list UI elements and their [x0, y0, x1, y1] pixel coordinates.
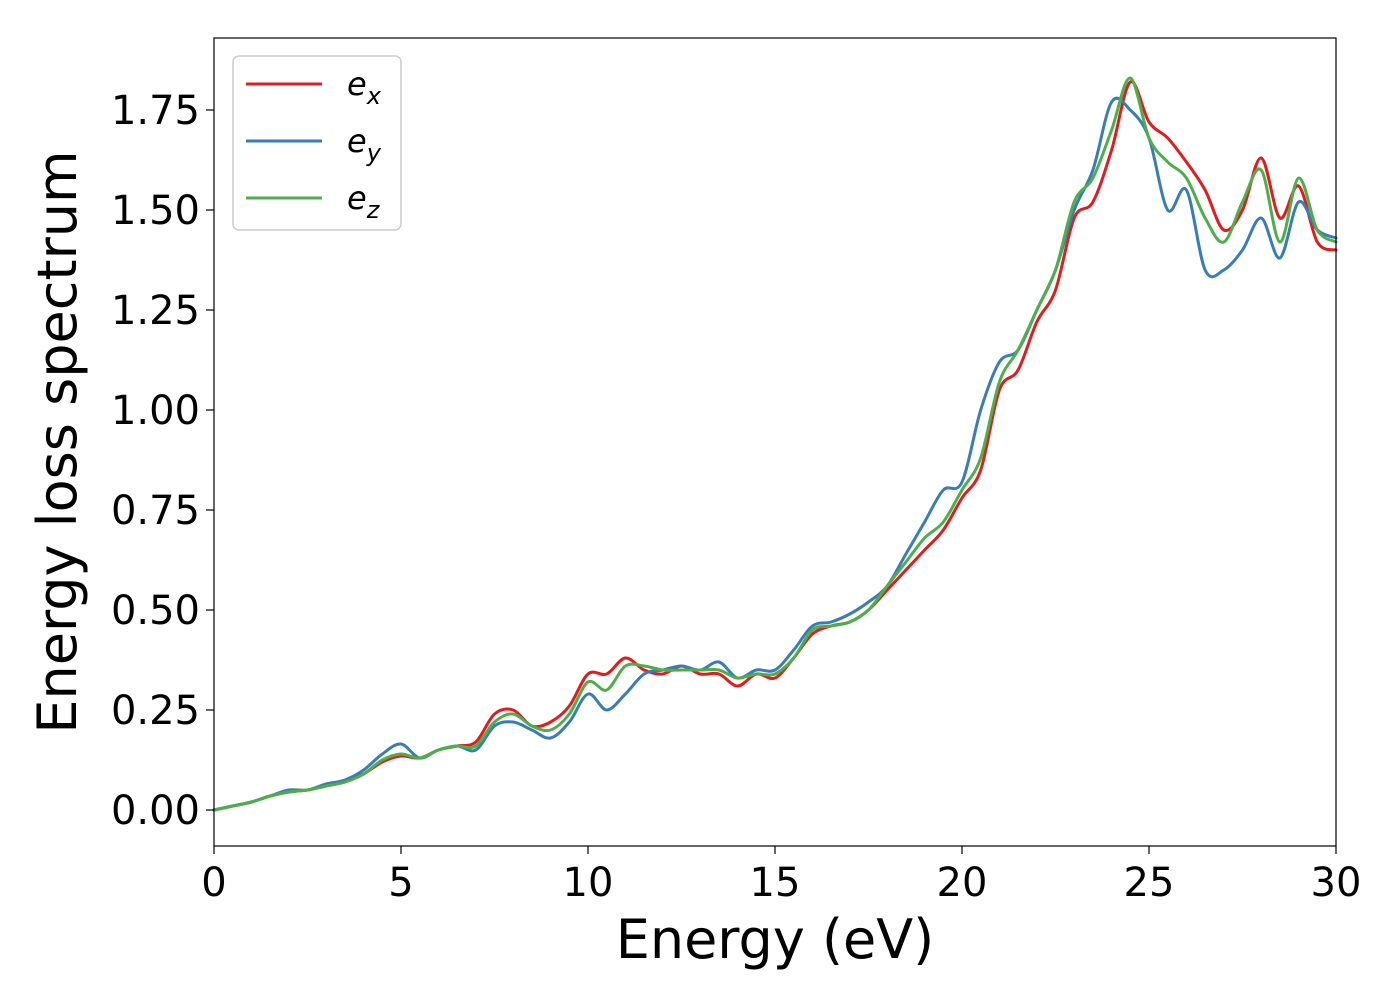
- x-axis-label: Energy (eV): [616, 908, 935, 971]
- y-tick-label: 1.25: [111, 288, 200, 334]
- x-tick-label: 10: [563, 860, 614, 906]
- y-tick-label: 1.00: [111, 388, 200, 434]
- legend-box: [232, 55, 402, 231]
- y-tick-label: 1.50: [111, 188, 200, 234]
- y-tick-label: 0.50: [111, 588, 200, 634]
- y-axis-label: Energy loss spectrum: [26, 150, 89, 733]
- x-tick-label: 25: [1124, 860, 1175, 906]
- x-tick-label: 20: [937, 860, 988, 906]
- series-line-ez: [212, 76, 1338, 812]
- x-tick-label: 5: [388, 860, 413, 906]
- y-ticks: 0.00 0.25 0.50 0.75 1.00 1.25 1.50 1.75: [111, 88, 214, 834]
- y-tick-label: 0.25: [111, 688, 200, 734]
- y-tick-label: 0.75: [111, 488, 200, 534]
- legend-label-ey: ey: [347, 122, 382, 167]
- series-line-ex: [212, 80, 1338, 812]
- y-tick-label: 0.00: [111, 788, 200, 834]
- x-tick-label: 30: [1311, 860, 1362, 906]
- x-tick-label: 0: [201, 860, 226, 906]
- y-tick-label: 1.75: [111, 88, 200, 134]
- series-line-ey: [212, 96, 1338, 812]
- series-layer: [212, 76, 1338, 812]
- x-tick-label: 15: [750, 860, 801, 906]
- x-ticks: 0 5 10 15 20 25 30: [201, 846, 1361, 906]
